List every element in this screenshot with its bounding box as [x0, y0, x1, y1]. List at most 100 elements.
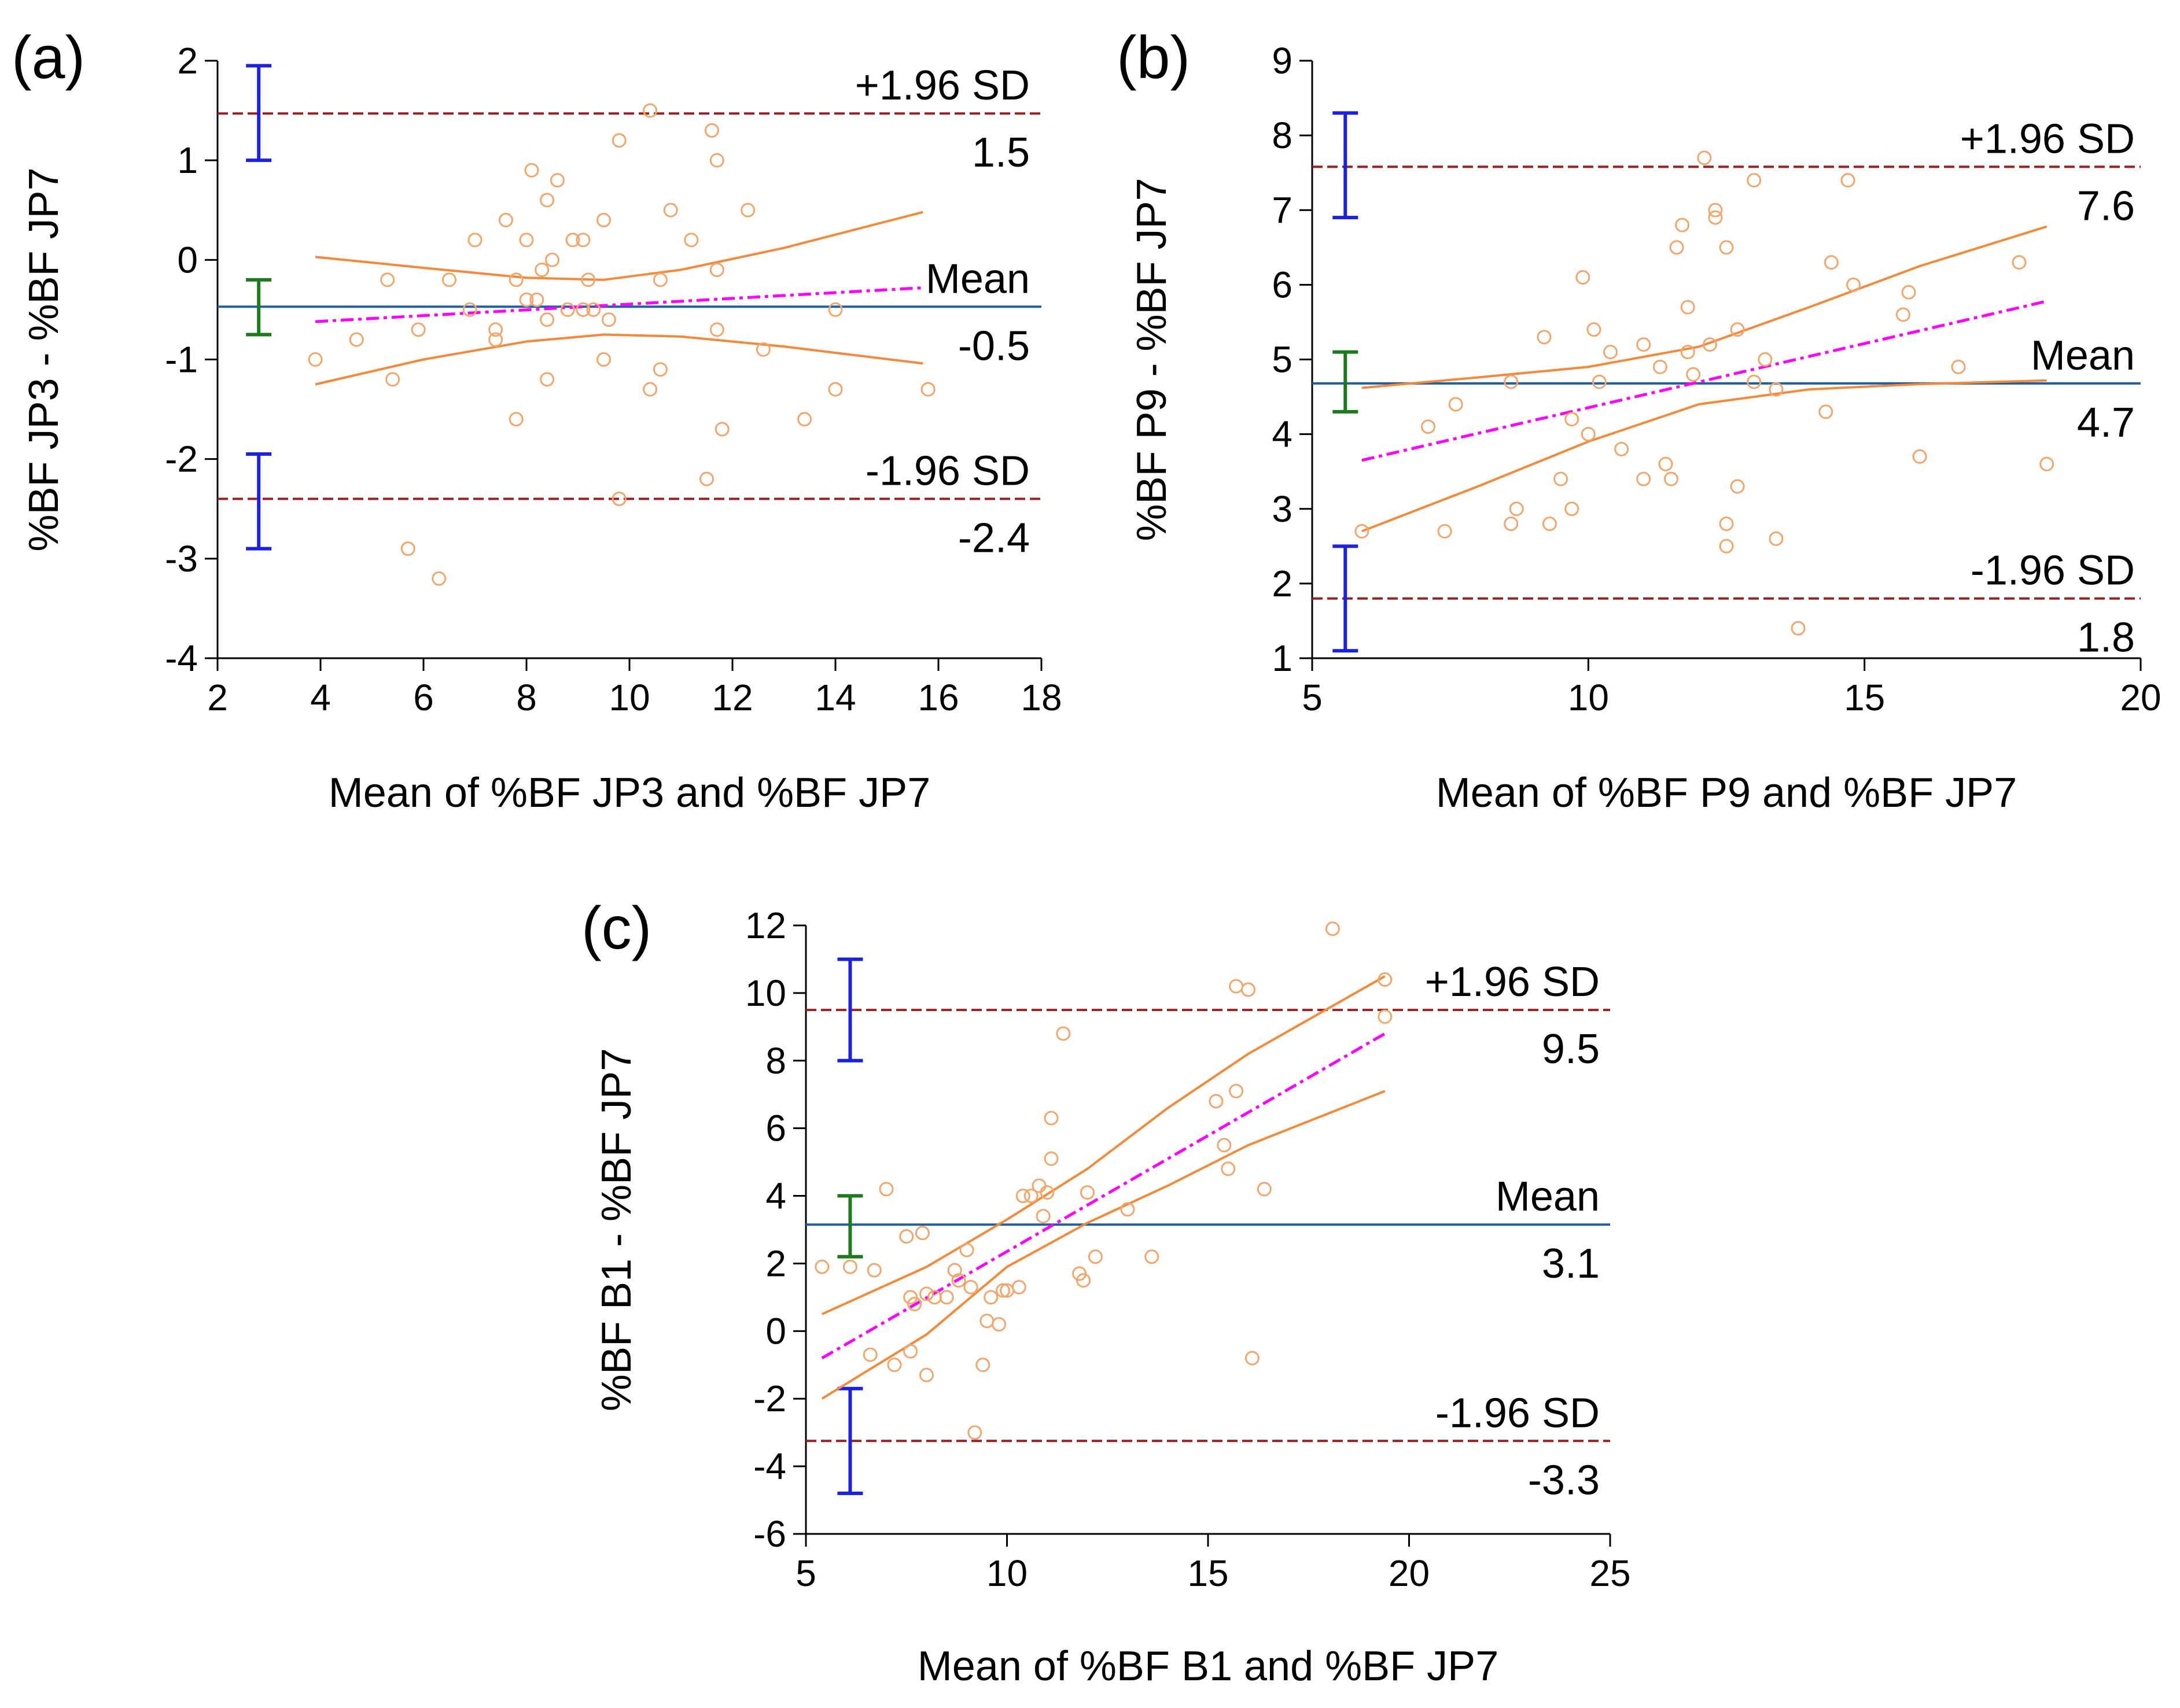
- data-point: [756, 342, 771, 357]
- data-point: [984, 1290, 999, 1305]
- data-point: [867, 1263, 882, 1278]
- y-axis-label: %BF B1 - %BF JP7: [594, 1048, 640, 1411]
- data-point: [903, 1344, 918, 1359]
- data-point: [1080, 1185, 1095, 1200]
- x-tick-label: 18: [1021, 677, 1062, 718]
- upper-loa-label: +1.96 SD: [1425, 959, 1600, 1005]
- data-point: [663, 202, 678, 217]
- data-point: [576, 302, 591, 317]
- y-tick-label: -6: [753, 1513, 786, 1555]
- upper-loa-label: +1.96 SD: [855, 62, 1030, 109]
- data-point: [1448, 397, 1463, 412]
- data-point: [1257, 1182, 1272, 1197]
- y-tick-label: -4: [165, 637, 198, 679]
- data-point: [1586, 322, 1601, 337]
- data-point: [1697, 150, 1712, 165]
- data-point: [612, 492, 627, 506]
- x-tick-label: 10: [609, 677, 650, 718]
- data-point: [915, 1226, 930, 1241]
- data-point: [1040, 1185, 1055, 1200]
- data-point: [1730, 479, 1745, 494]
- data-point: [1664, 471, 1678, 486]
- y-tick-label: 9: [1272, 40, 1292, 82]
- y-tick-label: 4: [1272, 414, 1292, 455]
- y-tick-label: 6: [1272, 264, 1292, 305]
- data-point: [509, 272, 524, 287]
- data-point: [1719, 240, 1734, 255]
- panel-b: 1 2 3 4 5 6 7 8 9 5 10 15 20 Mean of %BF P9 and %BF J…: [1117, 24, 2161, 816]
- x-tick-label: 15: [1844, 677, 1885, 718]
- mean-label: Mean: [926, 256, 1030, 302]
- data-point: [535, 263, 550, 277]
- x-tick-label: 25: [1589, 1552, 1630, 1594]
- data-point: [815, 1259, 830, 1274]
- data-point: [576, 233, 591, 248]
- data-point: [1769, 382, 1784, 397]
- regression-ci-upper: [315, 211, 923, 281]
- mean-ci-bar: [246, 278, 272, 337]
- data-point: [560, 302, 575, 317]
- data-point: [1023, 1189, 1039, 1204]
- data-point: [1241, 982, 1255, 997]
- y-tick-label: 0: [177, 239, 198, 281]
- x-tick-label: 14: [815, 677, 856, 718]
- data-point: [715, 422, 730, 437]
- panel-label: (a): [12, 24, 85, 91]
- mean-value: -0.5: [958, 323, 1030, 369]
- data-point: [596, 213, 611, 227]
- data-point: [498, 213, 513, 227]
- data-point: [1636, 337, 1651, 352]
- x-axis-label: Mean of %BF P9 and %BF JP7: [1436, 770, 2017, 816]
- y-axis-label: %BF P9 - %BF JP7: [1129, 178, 1175, 541]
- data-point: [919, 1367, 934, 1382]
- data-point: [1421, 419, 1435, 434]
- lower-loa-value: -3.3: [1528, 1457, 1600, 1503]
- y-tick-label: 5: [1272, 339, 1292, 381]
- data-point: [863, 1347, 878, 1362]
- y-tick-label: 8: [1272, 115, 1292, 156]
- y-tick-label: 2: [765, 1242, 786, 1284]
- data-point: [1378, 972, 1393, 987]
- data-point: [709, 263, 724, 277]
- data-point: [939, 1290, 954, 1305]
- lower-loa-value: -2.4: [958, 515, 1030, 562]
- lower-loa-ci-bar: [246, 452, 272, 551]
- data-point: [1056, 1026, 1071, 1041]
- data-point: [979, 1314, 995, 1329]
- y-tick-label: -4: [753, 1445, 786, 1487]
- regression-ci-lower: [1361, 379, 2047, 533]
- lower-loa-ci-bar: [1332, 544, 1358, 653]
- upper-loa-ci-bar: [246, 64, 272, 163]
- y-tick-label: 3: [1272, 488, 1292, 530]
- data-point: [1747, 374, 1762, 389]
- x-tick-label: 12: [712, 677, 753, 718]
- data-point: [1221, 1161, 1236, 1176]
- mean-value: 4.7: [2077, 400, 2135, 446]
- y-tick-label: -3: [165, 538, 198, 580]
- mean-ci-bar: [837, 1194, 863, 1259]
- data-point: [996, 1283, 1010, 1298]
- data-point: [1542, 517, 1557, 532]
- data-point: [879, 1182, 894, 1197]
- data-point: [2012, 255, 2027, 270]
- panel-label: (b): [1117, 24, 1190, 91]
- y-tick-label: 2: [1272, 563, 1292, 604]
- data-point: [442, 272, 456, 287]
- y-tick-label: 4: [765, 1175, 786, 1217]
- data-point: [581, 272, 596, 287]
- data-point: [550, 173, 565, 188]
- y-axis-label: %BF JP3 - %BF JP7: [21, 167, 67, 551]
- data-point: [951, 1273, 966, 1288]
- data-point: [1818, 404, 1833, 419]
- y-tick-label: 0: [765, 1310, 786, 1352]
- data-point: [992, 1317, 1007, 1332]
- data-point: [1669, 240, 1684, 255]
- regression-line: [1361, 300, 2048, 462]
- data-point: [684, 233, 699, 248]
- data-point: [524, 163, 539, 178]
- data-point: [1769, 531, 1784, 546]
- data-point: [432, 571, 447, 586]
- data-point: [1758, 352, 1773, 367]
